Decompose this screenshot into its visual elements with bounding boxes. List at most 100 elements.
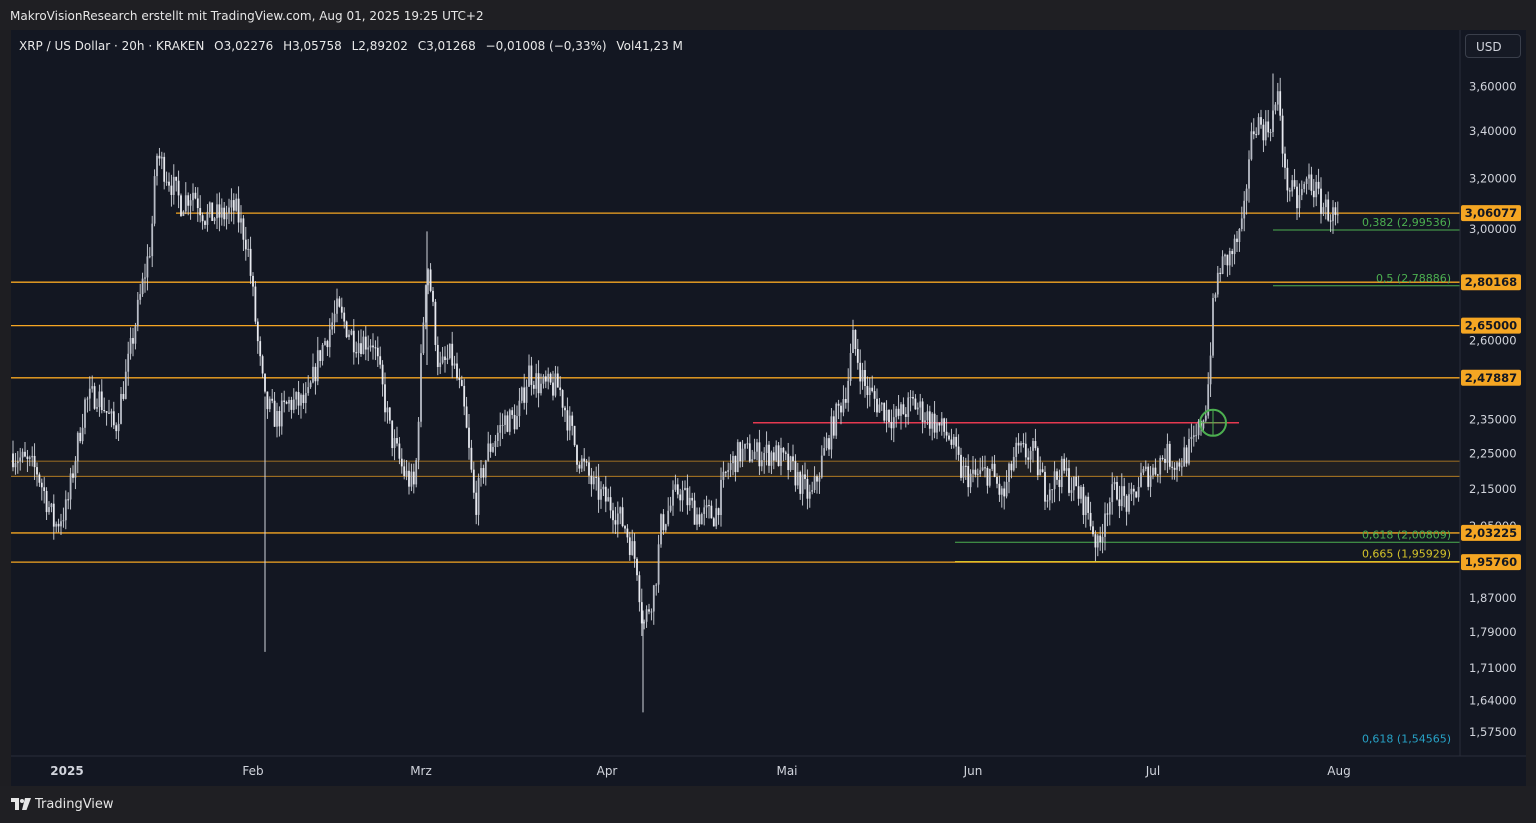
candle-body: [424, 285, 427, 323]
candle-body: [1094, 534, 1097, 548]
candle-body: [832, 416, 835, 436]
candle-body: [679, 494, 682, 501]
candle-body: [261, 356, 264, 374]
candle-body: [168, 181, 170, 186]
candle-body: [1332, 207, 1334, 222]
candle-body: [904, 414, 907, 417]
candle-body: [1260, 117, 1262, 125]
candle-body: [1012, 456, 1015, 471]
candle-body: [420, 353, 422, 422]
candle-body: [1224, 254, 1226, 257]
candle-body: [1130, 488, 1133, 495]
candle-body: [343, 312, 346, 322]
candle-body: [1243, 200, 1246, 219]
candle-body: [230, 200, 233, 208]
ohlc-high: H3,05758: [283, 39, 342, 53]
candle-body: [256, 321, 259, 342]
candle-body: [657, 544, 660, 585]
candle-body: [57, 523, 60, 527]
candle-body: [477, 477, 480, 515]
candle-body: [235, 198, 238, 211]
candle-body: [254, 286, 257, 322]
candle-body: [357, 343, 360, 354]
candle-body: [1113, 481, 1116, 485]
tradingview-logo[interactable]: TradingView: [11, 797, 114, 812]
candle-body: [436, 344, 439, 368]
candle-body: [1017, 442, 1020, 446]
candle-body: [602, 486, 605, 490]
candle-body: [384, 384, 386, 413]
candle-body: [820, 455, 823, 478]
candle-body: [969, 473, 972, 488]
candle-body: [1082, 486, 1085, 516]
candle-body: [669, 505, 672, 511]
candle-body: [225, 213, 228, 220]
candle-body: [48, 507, 50, 513]
candle-body: [794, 461, 797, 486]
candle-body: [422, 322, 425, 354]
candle-body: [962, 465, 965, 478]
candle-body: [700, 513, 703, 525]
candle-body: [972, 469, 974, 474]
chart-panel[interactable]: 0,382 (2,99536) 0,5 (2,78886) 0,618 (2,008…: [11, 30, 1526, 786]
candle-body: [566, 410, 569, 431]
candle-body: [1281, 115, 1284, 154]
currency-button[interactable]: USD: [1465, 34, 1521, 58]
candle-body: [703, 507, 706, 514]
candle-body: [451, 343, 454, 366]
candle-body: [571, 415, 574, 426]
candle-body: [64, 499, 67, 521]
candle-body: [756, 442, 758, 452]
candle-body: [1137, 486, 1140, 498]
candle-body: [1315, 181, 1318, 198]
candle-body: [544, 376, 547, 382]
candle-body: [1027, 457, 1030, 460]
candle-body: [103, 410, 106, 412]
candle-body: [1324, 199, 1327, 208]
candle-body: [400, 458, 403, 467]
candle-body: [676, 484, 679, 495]
candle-body: [1111, 484, 1114, 503]
candle-body: [309, 382, 312, 388]
candle-body: [1125, 495, 1128, 512]
candle-body: [801, 474, 804, 494]
candle-body: [386, 407, 389, 413]
candle-body: [192, 192, 194, 201]
candle-body: [931, 413, 934, 429]
candle-body: [600, 489, 602, 500]
level-price-tag-text: 2,80168: [1465, 275, 1517, 289]
candle-body: [1092, 526, 1094, 535]
candle-body: [1164, 458, 1166, 463]
price-tick-label: 1,87000: [1469, 591, 1517, 605]
candle-body: [1322, 207, 1325, 214]
candle-body: [751, 459, 754, 462]
candle-body: [1000, 488, 1003, 495]
candle-body: [688, 497, 691, 506]
candle-body: [662, 514, 665, 531]
candle-body: [818, 477, 821, 482]
candle-body: [345, 321, 348, 338]
candle-body: [1267, 121, 1270, 133]
candle-body: [391, 420, 394, 449]
candle-body: [768, 444, 770, 466]
candle-body: [1034, 440, 1037, 449]
symbol-title: XRP / US Dollar · 20h · KRAKEN: [19, 39, 205, 53]
price-tick-label: 1,71000: [1469, 661, 1517, 675]
candle-body: [852, 329, 854, 354]
candle-body: [187, 195, 190, 206]
candle-body: [859, 362, 862, 382]
time-tick-label: Jul: [1145, 764, 1160, 778]
fib-label: 0,665 (1,95929): [1362, 547, 1451, 560]
candle-body: [739, 442, 742, 462]
candle-body: [523, 387, 526, 403]
candle-body: [1298, 195, 1301, 209]
candle-body: [1065, 468, 1068, 471]
candle-body: [408, 470, 410, 487]
candle-body: [1293, 180, 1296, 187]
candle-body: [645, 609, 648, 622]
price-chart[interactable]: 0,382 (2,99536) 0,5 (2,78886) 0,618 (2,008…: [11, 30, 1526, 786]
candle-body: [1272, 110, 1274, 133]
candle-body: [264, 373, 266, 392]
candle-body: [180, 195, 182, 216]
candle-body: [278, 411, 281, 427]
